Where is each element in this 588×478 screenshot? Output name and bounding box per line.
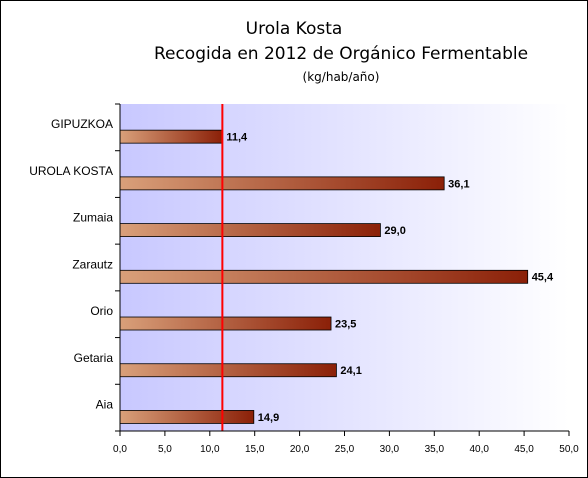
bar-2 — [119, 223, 381, 237]
bar-4 — [119, 316, 332, 331]
value-label-5: 24,1 — [340, 365, 361, 377]
x-tick-label-4: 20,0 — [290, 444, 310, 455]
value-label-2: 29,0 — [384, 225, 405, 237]
category-label-4: Orio — [90, 304, 113, 318]
x-tick-label-7: 35,0 — [425, 444, 445, 455]
bar-1 — [119, 176, 445, 191]
bar-0 — [119, 129, 223, 144]
category-label-5: Getaria — [74, 351, 114, 365]
x-tick-label-1: 5,0 — [158, 444, 172, 455]
category-label-1: UROLA KOSTA — [29, 164, 113, 178]
chart-title: Urola Kosta — [246, 19, 343, 39]
x-tick-label-6: 30,0 — [380, 444, 400, 455]
value-label-6: 14,9 — [258, 412, 279, 424]
category-label-6: Aia — [96, 397, 114, 411]
bar-5 — [119, 363, 337, 378]
category-label-2: Zumaia — [73, 211, 113, 225]
value-label-1: 36,1 — [448, 178, 469, 190]
bar-6 — [119, 410, 255, 424]
x-tick-label-3: 15,0 — [245, 444, 265, 455]
x-tick-label-10: 50,0 — [559, 444, 579, 455]
x-tick-label-0: 0,0 — [113, 444, 127, 455]
value-label-4: 23,5 — [335, 318, 356, 330]
category-label-3: Zarautz — [72, 257, 113, 271]
x-tick-label-9: 45,0 — [514, 444, 534, 455]
chart-subtitle: Recogida en 2012 de Orgánico Fermentable — [154, 44, 528, 64]
value-label-0: 11,4 — [226, 132, 248, 144]
plot-area — [120, 104, 569, 431]
value-label-3: 45,4 — [532, 272, 554, 284]
bar-3 — [119, 269, 529, 284]
x-tick-label-2: 10,0 — [200, 444, 220, 455]
category-label-0: GIPUZKOA — [51, 117, 113, 131]
x-tick-label-8: 40,0 — [469, 444, 489, 455]
x-tick-label-5: 25,0 — [335, 444, 355, 455]
chart-unit-label: (kg/hab/año) — [303, 70, 380, 84]
